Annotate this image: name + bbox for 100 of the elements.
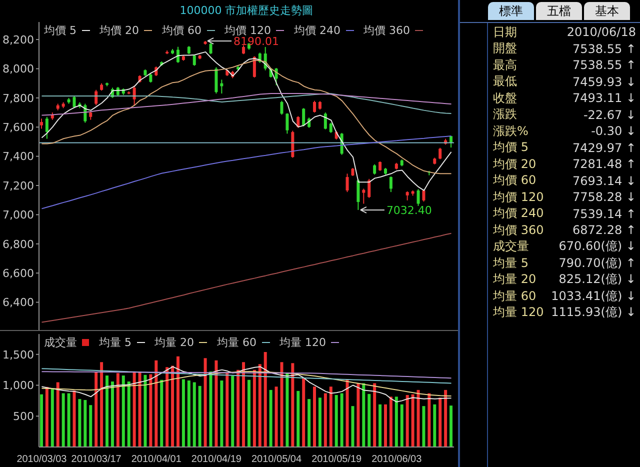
bar xyxy=(62,393,65,447)
bar xyxy=(89,405,92,447)
candlestick xyxy=(329,122,332,134)
bar xyxy=(252,370,256,447)
x-tick-label: 2010/06/03 xyxy=(372,454,422,466)
bar xyxy=(187,380,190,447)
bar xyxy=(318,398,322,447)
text: 均量 120 xyxy=(493,304,544,321)
bar xyxy=(394,396,398,447)
bar xyxy=(40,394,43,447)
bar xyxy=(368,394,371,447)
bar xyxy=(182,379,185,447)
candlestick xyxy=(378,160,382,172)
legend-label: 均價 120 xyxy=(224,23,271,37)
x-tick-label: 2010/03/17 xyxy=(71,454,122,466)
candlestick xyxy=(362,188,366,204)
bar xyxy=(346,379,349,447)
bar xyxy=(274,386,278,447)
bar xyxy=(433,404,436,447)
category-label: 1033.41(億) ↓ xyxy=(551,288,636,304)
legend-label: 成交量 xyxy=(44,335,77,350)
candlestick xyxy=(209,42,212,55)
text: 均量 5 xyxy=(493,254,528,272)
bar xyxy=(100,362,104,447)
bar xyxy=(132,372,136,447)
bar xyxy=(313,386,316,447)
category-label: 7281.48 ↑ xyxy=(572,157,636,171)
candlestick xyxy=(176,46,180,64)
text: 均量 60 xyxy=(493,288,536,304)
candlestick xyxy=(132,85,136,106)
bar xyxy=(334,395,338,447)
bar xyxy=(116,373,120,447)
line-series xyxy=(41,370,452,397)
bar xyxy=(144,374,147,447)
bar xyxy=(389,396,392,447)
category-label: 7429.97 ↑ xyxy=(572,140,636,154)
legend-label: 均量 20 xyxy=(154,335,194,350)
bar xyxy=(291,363,294,447)
bar xyxy=(302,378,306,447)
bar xyxy=(198,386,202,447)
bar xyxy=(308,399,311,447)
bar xyxy=(428,393,431,447)
legend-label: 均量 60 xyxy=(217,335,256,350)
y-tick-label: 7,600 xyxy=(2,121,34,134)
bar xyxy=(450,406,453,447)
bar xyxy=(226,372,229,447)
candlestick xyxy=(286,112,289,134)
bar xyxy=(329,386,332,447)
text: 均價 360 xyxy=(493,222,544,238)
bar xyxy=(356,383,360,447)
bar xyxy=(204,358,207,447)
x-tick-label: 2010/04/01 xyxy=(131,454,182,466)
bar xyxy=(50,388,54,447)
text: 均價 120 xyxy=(493,188,544,206)
text: 漲跌% xyxy=(493,122,528,140)
y-tick-label: 6,600 xyxy=(2,266,34,280)
category-label: 7539.14 ↑ xyxy=(572,206,636,220)
candlestick xyxy=(280,100,284,116)
candlestick xyxy=(438,147,442,160)
category-label: 7538.55 ↑ xyxy=(572,42,636,56)
bar xyxy=(236,370,240,447)
legend-label: 均價 60 xyxy=(162,23,202,38)
candlestick xyxy=(368,178,371,198)
bar xyxy=(296,390,300,447)
category-label: 7538.55 ↑ xyxy=(572,58,636,72)
bar xyxy=(373,383,376,447)
bar xyxy=(192,382,196,447)
y-tick-label: 8,000 xyxy=(2,62,34,76)
bar xyxy=(258,364,262,447)
text: 成交量 xyxy=(493,238,529,255)
bar xyxy=(340,393,344,447)
category-label: 790.70(億) ↑ xyxy=(558,254,636,272)
bar xyxy=(214,360,218,447)
bar xyxy=(110,382,114,447)
text: 五檔 xyxy=(536,2,582,20)
x-tick-label: 2010/03/03 xyxy=(16,454,68,466)
text: 均價 60 xyxy=(493,172,536,189)
text: 標準 xyxy=(488,2,534,20)
x-tick-label: 2010/05/04 xyxy=(252,454,302,466)
category-label: 7758.28 ↓ xyxy=(572,190,636,204)
text: 開盤 xyxy=(493,40,517,57)
x-tick-label: 2010/05/19 xyxy=(312,454,362,466)
annotation: 8190.01 xyxy=(234,34,280,48)
legend-label: 均量 5 xyxy=(99,335,132,350)
y-tick-label: 1,000 xyxy=(2,379,34,392)
bar xyxy=(400,404,404,447)
bar xyxy=(149,374,152,447)
bar xyxy=(411,394,414,447)
category-label: 2010/06/18 xyxy=(566,25,636,39)
bar xyxy=(84,400,87,447)
bar xyxy=(378,404,382,447)
bar xyxy=(56,382,60,447)
bar xyxy=(269,390,272,447)
candlestick xyxy=(302,108,306,127)
category-label: 825.12(億) ↓ xyxy=(558,271,636,288)
bar xyxy=(67,393,70,447)
legend-label: 均價 240 xyxy=(294,23,340,38)
legend-label: 均價 5 xyxy=(44,23,76,38)
category-label: 7459.93 ↓ xyxy=(572,74,636,88)
line-series xyxy=(41,368,452,384)
